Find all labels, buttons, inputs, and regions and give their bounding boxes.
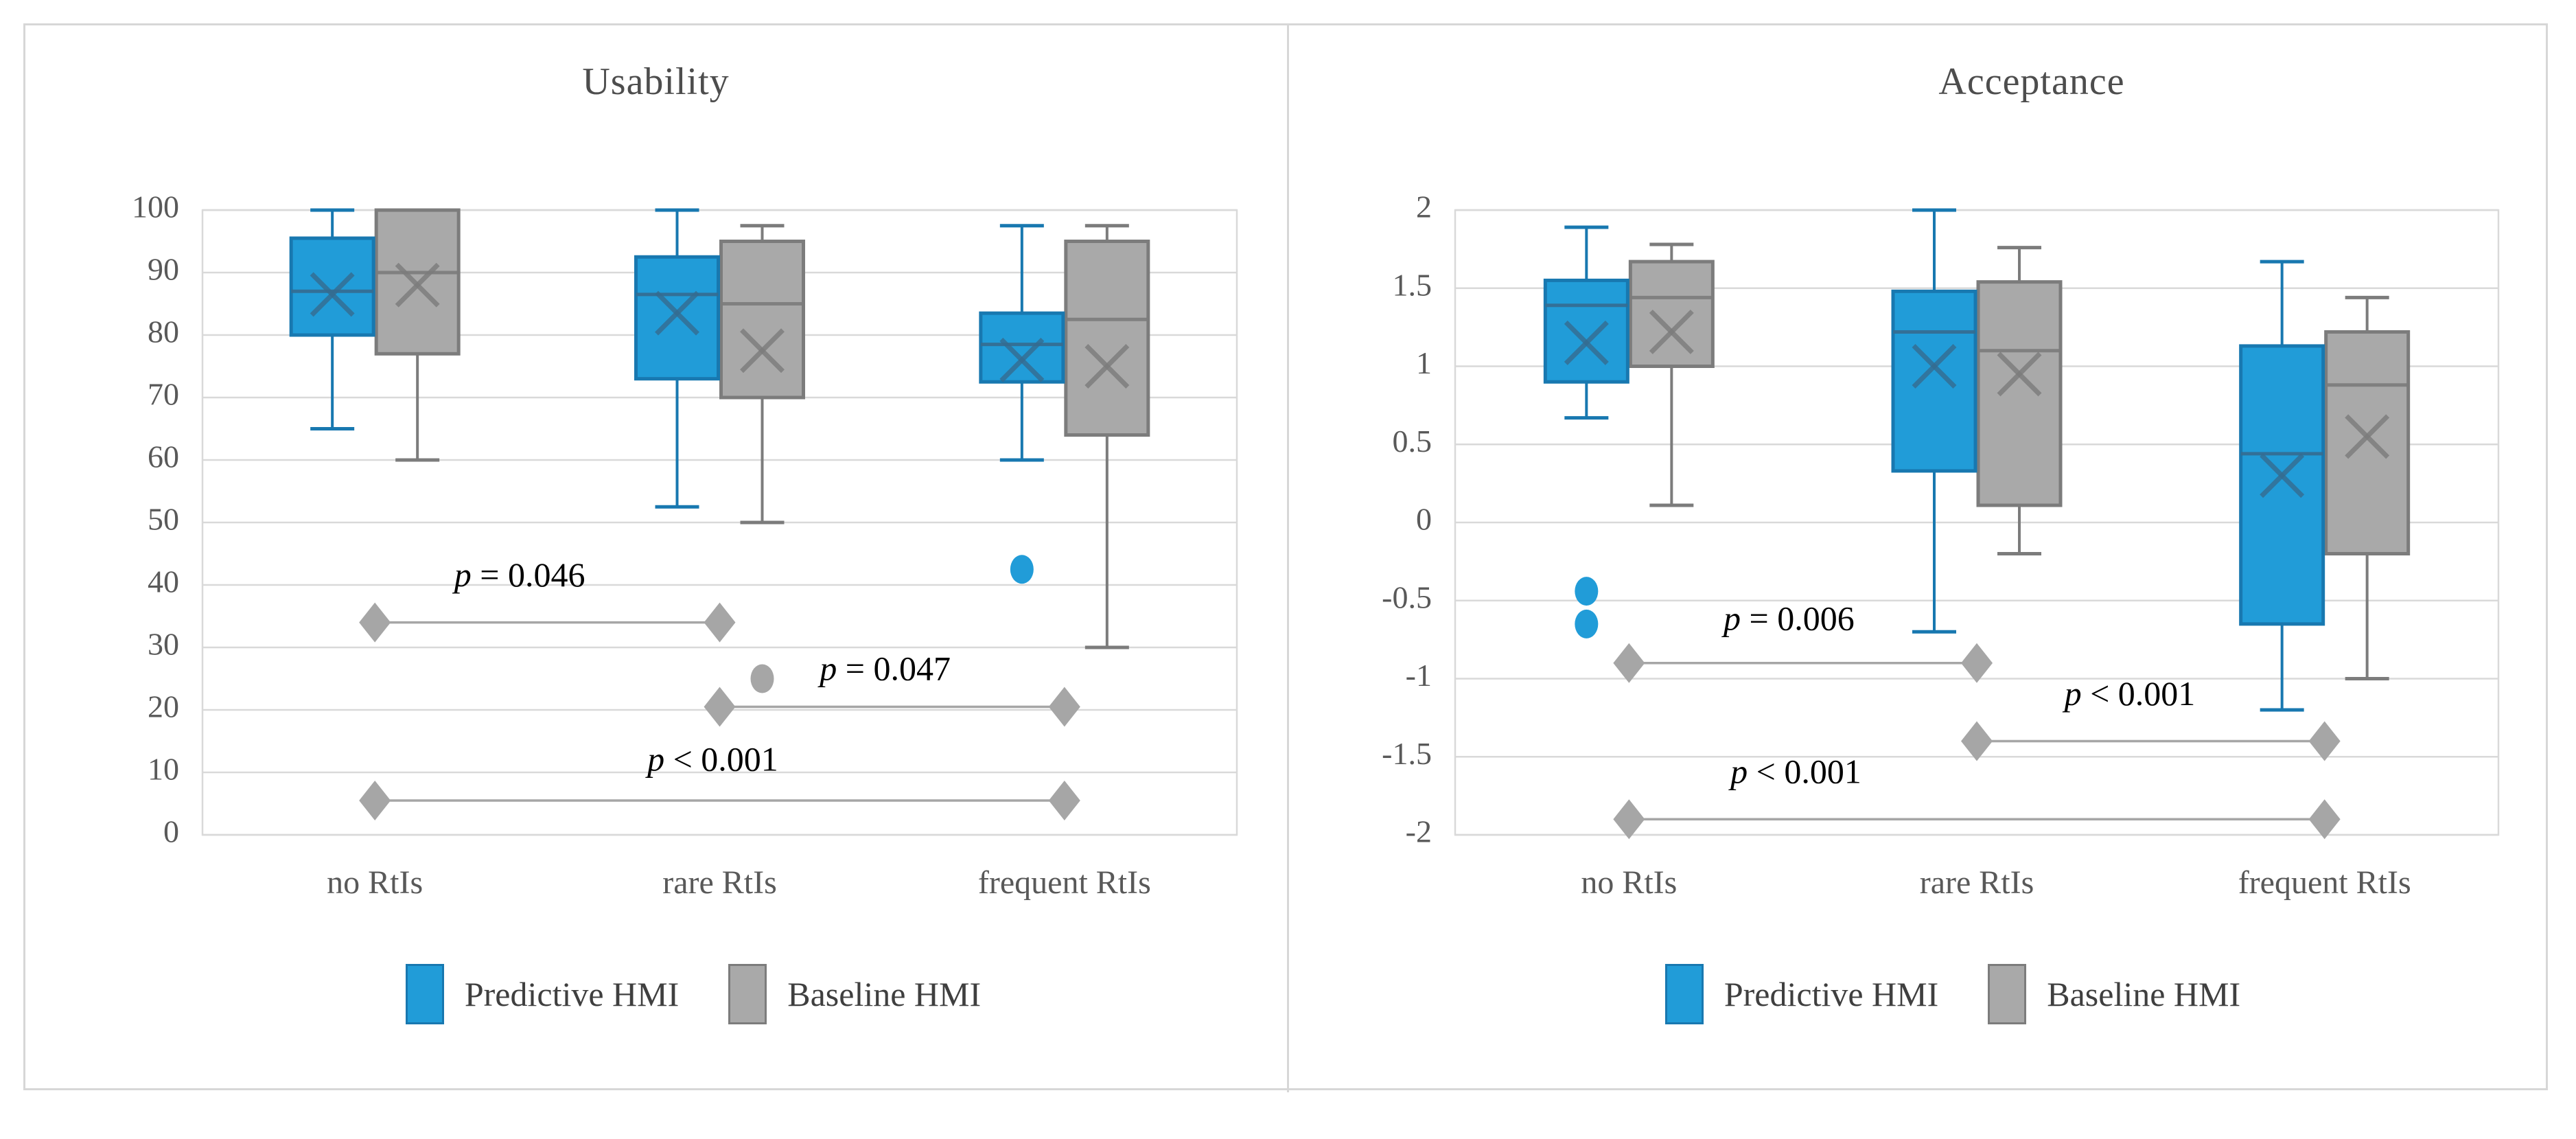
bracket-diamond	[1613, 643, 1645, 683]
baseline-box-frequent-RtIs	[2324, 330, 2411, 555]
legend-item-baseline-hmi: Baseline HMI	[1988, 964, 2240, 1024]
legend-label: Predictive HMI	[1724, 975, 1939, 1013]
predictive-mean-marker	[1912, 344, 1957, 389]
y-tick-label: -0.5	[1382, 579, 1432, 614]
predictive-mean-marker	[655, 290, 699, 336]
p-value-label: p = 0.046	[452, 555, 585, 594]
y-tick-label: 1.5	[1393, 267, 1432, 302]
legend-label: Baseline HMI	[2047, 975, 2241, 1013]
y-tick-label: 0	[1416, 502, 1432, 537]
predictive-box-rare-RtIs	[634, 255, 720, 381]
predictive-mean-marker	[310, 272, 355, 317]
bracket-diamond	[1613, 799, 1645, 840]
bracket-diamond	[1048, 780, 1080, 820]
y-tick-label: -1.5	[1382, 736, 1432, 771]
bracket-diamond	[1961, 643, 1993, 683]
predictive-mean-marker	[999, 337, 1045, 382]
legend-item-predictive-hmi: Predictive HMI	[405, 964, 680, 1024]
panel-divider	[1287, 23, 1289, 1092]
y-tick-label: 30	[148, 627, 179, 662]
predictive-box-no-RtIs	[1543, 278, 1629, 384]
bracket-diamond	[2308, 799, 2341, 840]
y-tick-label: -2	[1406, 814, 1432, 849]
legend-swatch	[1988, 964, 2027, 1024]
x-category-label: rare RtIs	[1920, 864, 2034, 901]
bracket-diamond	[359, 780, 391, 820]
legend-usability: Predictive HMI Baseline HMI	[178, 960, 1208, 1028]
y-tick-label: 50	[148, 502, 179, 537]
baseline-mean-marker	[1084, 344, 1130, 389]
baseline-box-rare-RtIs	[719, 240, 805, 400]
p-value-label: p < 0.001	[2063, 674, 2196, 713]
baseline-mean-marker	[1997, 352, 2042, 397]
y-tick-label: 20	[148, 689, 179, 724]
bracket-diamond	[1048, 687, 1080, 727]
predictive-outlier-dot	[1010, 555, 1034, 584]
bracket-diamond	[704, 687, 736, 727]
x-category-label: no RtIs	[327, 864, 423, 901]
legend-item-predictive-hmi: Predictive HMI	[1664, 964, 1939, 1024]
legend-swatch	[728, 964, 767, 1024]
predictive-box-no-RtIs	[289, 236, 375, 337]
predictive-box-frequent-RtIs	[979, 311, 1065, 384]
p-value-label: p = 0.047	[817, 649, 951, 688]
baseline-mean-marker	[740, 328, 785, 373]
legend-swatch	[1664, 964, 1704, 1024]
baseline-mean-marker	[395, 262, 440, 308]
baseline-box-frequent-RtIs	[1064, 240, 1150, 437]
bracket-diamond	[359, 602, 391, 643]
predictive-outlier-dot	[1575, 609, 1599, 638]
x-category-label: frequent RtIs	[2238, 864, 2411, 901]
y-tick-label: 60	[148, 439, 179, 474]
figure-frame	[23, 23, 2548, 1090]
plot-border	[1454, 209, 2500, 836]
predictive-outlier-dot	[1575, 577, 1599, 606]
x-category-label: rare RtIs	[662, 864, 777, 901]
y-tick-label: 80	[148, 314, 179, 349]
chart-title-usability: Usability	[582, 60, 730, 103]
x-category-label: no RtIs	[1581, 864, 1677, 901]
legend-swatch	[405, 964, 444, 1024]
x-category-label: frequent RtIs	[978, 864, 1151, 901]
legend-acceptance: Predictive HMI Baseline HMI	[1438, 960, 2468, 1028]
y-tick-label: 10	[148, 752, 179, 787]
predictive-box-rare-RtIs	[1891, 289, 1977, 473]
legend-label: Baseline HMI	[787, 975, 982, 1013]
baseline-box-rare-RtIs	[1976, 280, 2063, 507]
predictive-mean-marker	[1564, 320, 1609, 365]
y-tick-label: 100	[132, 189, 179, 225]
y-tick-label: 90	[148, 252, 179, 287]
y-tick-label: -1	[1406, 658, 1432, 693]
baseline-mean-marker	[2345, 414, 2390, 459]
bracket-diamond	[2308, 721, 2341, 761]
chart-title-acceptance: Acceptance	[1938, 60, 2125, 103]
baseline-outlier-dot	[750, 664, 774, 693]
p-value-label: p = 0.006	[1721, 599, 1855, 638]
y-tick-label: 1	[1416, 345, 1432, 380]
baseline-mean-marker	[1649, 309, 1694, 354]
y-tick-label: 70	[148, 377, 179, 412]
y-tick-label: 40	[148, 564, 179, 599]
y-tick-label: 0	[163, 814, 179, 849]
predictive-mean-marker	[2260, 453, 2305, 498]
y-tick-label: 2	[1416, 189, 1432, 225]
bracket-diamond	[1961, 721, 1993, 761]
bracket-diamond	[704, 602, 736, 643]
p-value-label: p < 0.001	[1728, 752, 1861, 791]
y-tick-label: 0.5	[1393, 424, 1432, 459]
legend-label: Predictive HMI	[464, 975, 680, 1013]
predictive-box-frequent-RtIs	[2239, 344, 2325, 626]
baseline-box-no-RtIs	[1628, 260, 1715, 369]
plot-border	[201, 209, 1238, 836]
p-value-label: p < 0.001	[645, 740, 778, 779]
legend-item-baseline-hmi: Baseline HMI	[728, 964, 981, 1024]
